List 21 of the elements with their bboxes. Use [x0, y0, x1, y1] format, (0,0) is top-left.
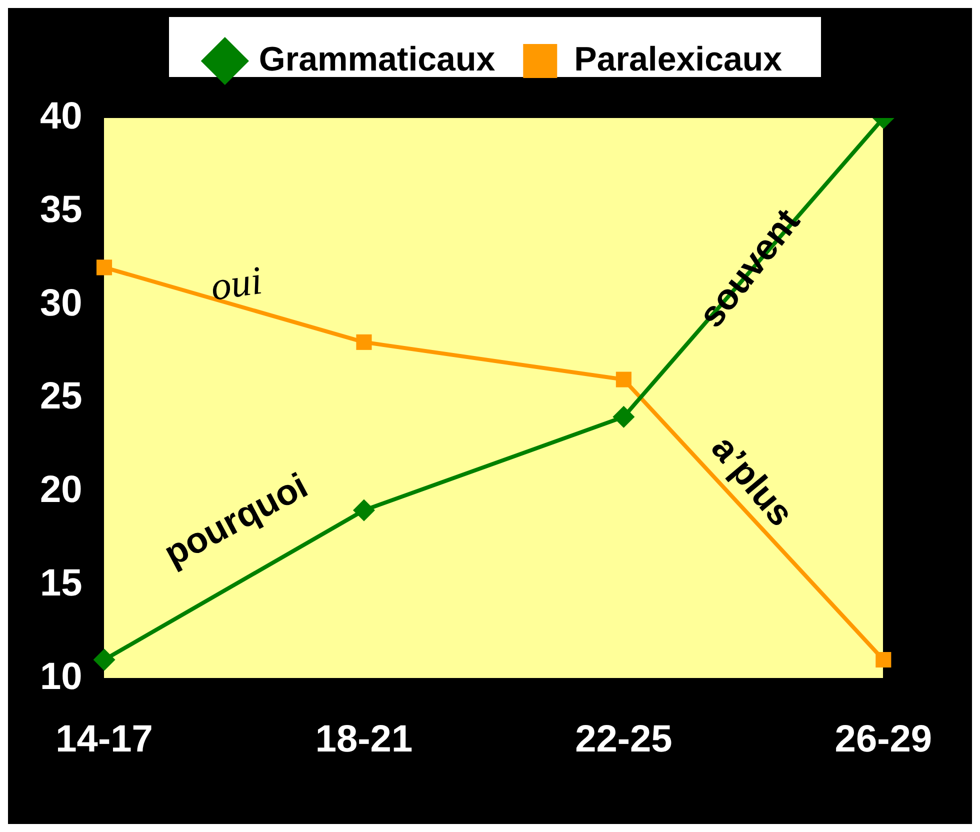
legend-label: Paralexicaux [574, 40, 782, 78]
x-tick-label: 14-17 [56, 718, 153, 761]
point [612, 406, 635, 428]
x-tick-label: 26-29 [834, 718, 932, 761]
y-tick-label: 10 [40, 656, 82, 698]
annotation: oui [208, 257, 265, 309]
y-tick-label: 15 [40, 562, 82, 604]
point [93, 648, 116, 671]
point [876, 652, 892, 668]
legend-label: Grammaticaux [258, 40, 496, 78]
x-tick-label: 18-21 [315, 718, 413, 761]
point [616, 372, 632, 388]
y-tick-label: 30 [40, 282, 82, 324]
y-tick-label: 40 [40, 95, 82, 138]
y-tick-label: 25 [40, 376, 82, 418]
point [356, 334, 372, 350]
y-tick-label: 35 [40, 188, 82, 231]
point [96, 260, 112, 276]
x-tick-label: 22-25 [575, 718, 672, 761]
y-tick-label: 20 [40, 469, 82, 512]
point [352, 499, 375, 522]
